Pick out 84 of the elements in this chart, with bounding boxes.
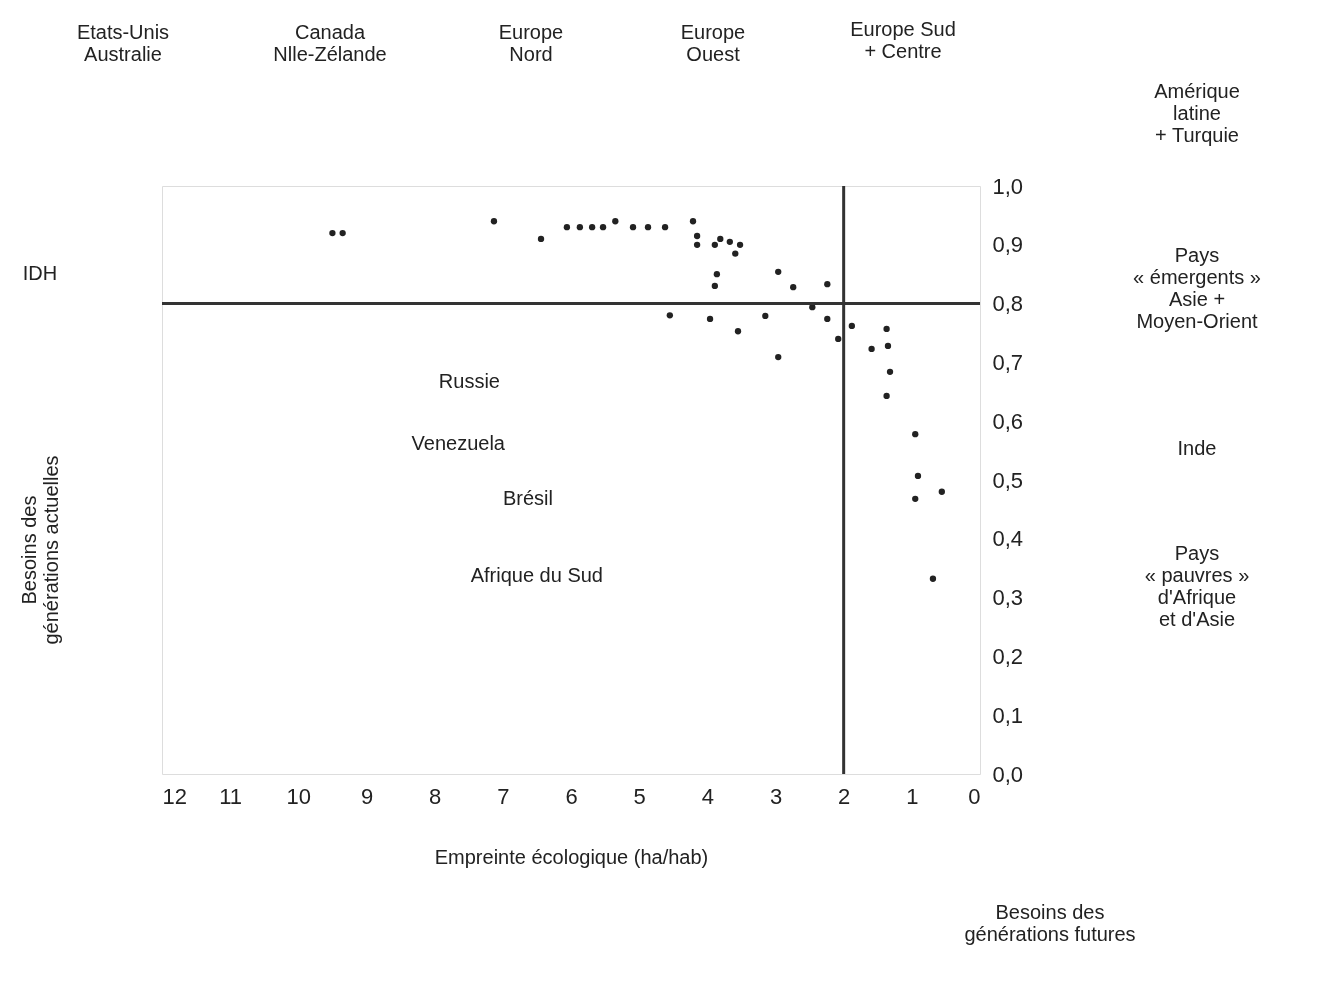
y-tick-label: 0,8 bbox=[992, 291, 1024, 317]
point bbox=[599, 224, 607, 231]
x-tick-label: 3 bbox=[769, 783, 783, 809]
point bbox=[644, 224, 652, 231]
y-tick-label: 0,4 bbox=[992, 526, 1024, 552]
point bbox=[912, 495, 919, 502]
point bbox=[563, 224, 571, 231]
point bbox=[775, 268, 782, 275]
point bbox=[588, 224, 596, 231]
text: Europe Nord bbox=[498, 21, 564, 65]
y-tick-label: 1,0 bbox=[992, 173, 1024, 199]
point bbox=[886, 368, 894, 375]
x-tick-label: 10 bbox=[286, 783, 312, 809]
point bbox=[339, 229, 346, 237]
text: Pays « pauvres » d'Afrique et d'Asie bbox=[1144, 542, 1250, 630]
point bbox=[726, 238, 733, 246]
point bbox=[717, 235, 724, 243]
x-tick-label: 8 bbox=[429, 783, 442, 809]
text: Amérique latine + Turquie bbox=[1154, 80, 1240, 146]
point bbox=[929, 575, 937, 582]
point bbox=[762, 312, 769, 320]
point bbox=[693, 232, 701, 240]
point bbox=[576, 224, 584, 231]
point bbox=[868, 345, 875, 353]
point bbox=[775, 353, 782, 361]
annotation: Brésil bbox=[502, 487, 553, 509]
text: Pays « émergents » Asie + Moyen-Orient bbox=[1133, 244, 1261, 332]
point bbox=[938, 488, 945, 495]
y-tick-label: 0,2 bbox=[992, 643, 1024, 669]
annotation: Russie bbox=[438, 370, 500, 392]
point bbox=[629, 224, 637, 231]
text: Europe Ouest bbox=[680, 21, 746, 65]
text: Europe Sud + Centre bbox=[850, 18, 956, 62]
y-tick-label: 0,3 bbox=[992, 585, 1024, 611]
text: Etats-Unis Australie bbox=[76, 21, 170, 65]
y-tick-label: 0,1 bbox=[992, 702, 1024, 728]
text: Inde bbox=[1177, 437, 1217, 459]
x-tick-label: 11 bbox=[219, 783, 243, 809]
x-tick-label: 7 bbox=[497, 783, 510, 809]
y-tick-label: 0,7 bbox=[992, 349, 1024, 375]
annotation: Afrique du Sud bbox=[470, 564, 603, 586]
x-tick-label: 4 bbox=[701, 783, 714, 809]
x-axis-title: Empreinte écologique (ha/hab) bbox=[434, 845, 709, 868]
y-tick-label: 0,5 bbox=[992, 467, 1024, 493]
point bbox=[689, 218, 697, 225]
x-tick-label: 5 bbox=[633, 783, 646, 809]
point bbox=[661, 224, 669, 231]
point bbox=[824, 315, 831, 323]
text: Besoins des générations actuelles bbox=[18, 455, 62, 645]
point bbox=[835, 335, 842, 343]
point bbox=[666, 312, 673, 319]
point bbox=[848, 322, 856, 330]
point bbox=[612, 218, 619, 225]
text: Canada Nlle-Zélande bbox=[273, 21, 387, 65]
y-tick-label: 0,9 bbox=[992, 232, 1024, 258]
point bbox=[711, 282, 718, 290]
point bbox=[914, 472, 922, 480]
text: IDH bbox=[22, 262, 58, 284]
point bbox=[883, 325, 890, 333]
point bbox=[711, 241, 718, 248]
point bbox=[912, 430, 919, 438]
x-tick-label: 6 bbox=[565, 783, 578, 809]
y-tick-label: 0,0 bbox=[992, 761, 1024, 787]
point bbox=[736, 241, 744, 248]
point bbox=[824, 281, 831, 288]
point bbox=[734, 328, 742, 335]
annotation: Venezuela bbox=[411, 432, 506, 454]
point bbox=[329, 229, 336, 237]
x-tick-label: 9 bbox=[360, 783, 374, 809]
x-tick-label: 0 bbox=[968, 783, 981, 809]
point bbox=[732, 250, 739, 257]
x-tick-label: 12 bbox=[162, 783, 187, 809]
point bbox=[713, 271, 721, 278]
point bbox=[706, 315, 714, 323]
point bbox=[790, 283, 797, 291]
point bbox=[884, 342, 892, 350]
x-tick-label: 2 bbox=[838, 783, 851, 809]
y-tick-label: 0,6 bbox=[992, 408, 1024, 434]
point bbox=[693, 241, 701, 248]
point bbox=[537, 235, 545, 243]
point bbox=[883, 392, 890, 400]
x-tick-label: 1 bbox=[906, 783, 919, 809]
text: Besoins des générations futures bbox=[964, 901, 1136, 945]
point bbox=[490, 218, 498, 225]
